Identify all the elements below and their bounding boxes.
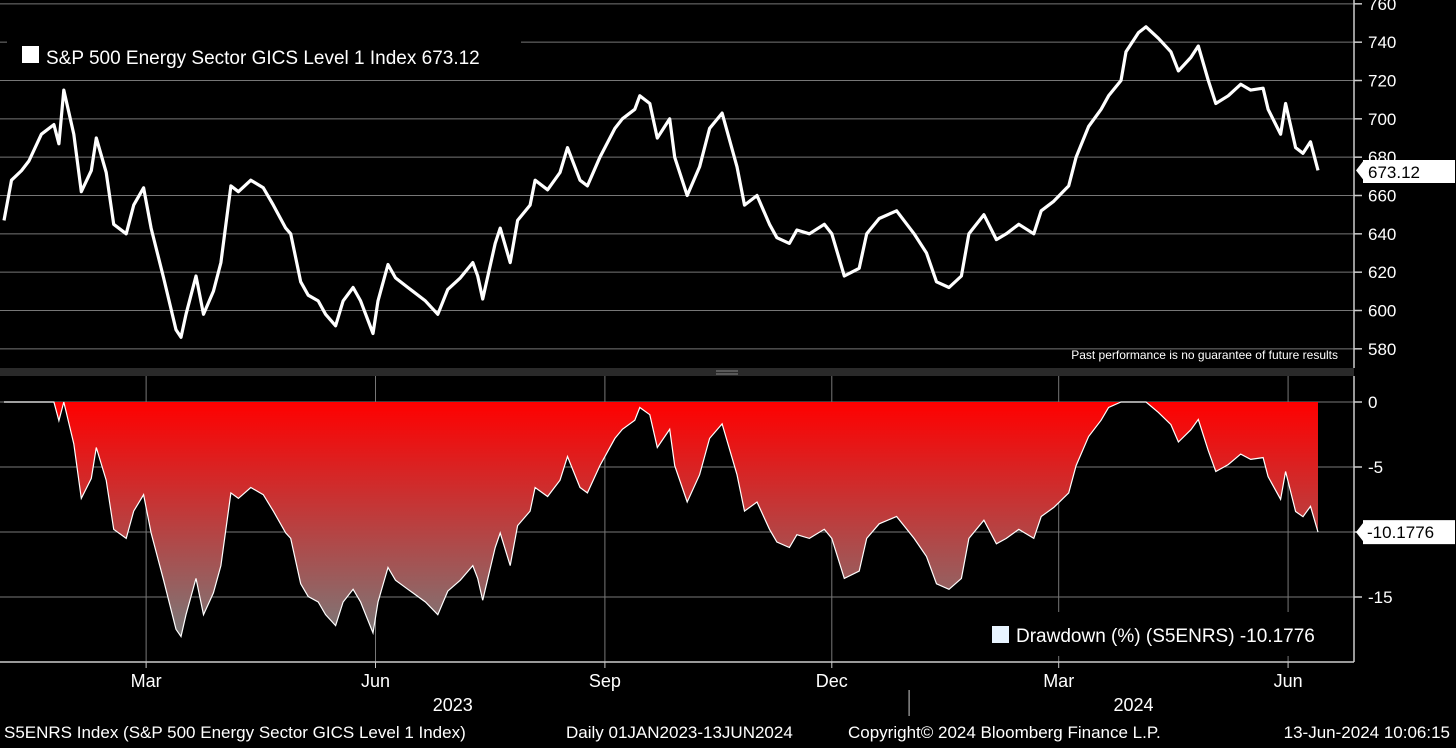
drawdown-tick-label: -5 [1368, 458, 1383, 477]
price-tick-label: 580 [1368, 340, 1396, 359]
drawdown-legend-swatch [992, 626, 1009, 643]
drawdown-panel: 0 -5 -15 -10.1776 Drawdown (%) (S5ENRS) -1… [0, 376, 1455, 662]
price-tick-label: 640 [1368, 225, 1396, 244]
price-tick-label: 740 [1368, 33, 1396, 52]
footer-copyright: Copyright© 2024 Bloomberg Finance L.P. [848, 723, 1161, 742]
drawdown-tick-label: 0 [1368, 393, 1377, 412]
drawdown-last-value-pointer [1356, 523, 1363, 542]
panel-divider[interactable] [0, 368, 1354, 376]
drawdown-area [4, 402, 1318, 637]
price-last-value-pointer [1356, 161, 1363, 180]
price-legend-background [7, 38, 521, 76]
price-last-value-marker: 673.12 [1356, 160, 1455, 183]
drawdown-legend: Drawdown (%) (S5ENRS) -10.1776 [978, 612, 1346, 656]
price-tick-label: 720 [1368, 72, 1396, 91]
month-label: Jun [361, 671, 390, 691]
footer-range: Daily 01JAN2023-13JUN2024 [566, 723, 793, 742]
price-tick-label: 700 [1368, 110, 1396, 129]
price-last-value-box [1363, 160, 1455, 183]
price-tick-label: 760 [1368, 0, 1396, 14]
price-tick-label: 620 [1368, 263, 1396, 282]
drawdown-tick-label: -15 [1368, 588, 1393, 607]
month-label: Jun [1274, 671, 1303, 691]
drawdown-legend-background [978, 612, 1346, 656]
footer-timestamp: 13-Jun-2024 10:06:15 [1284, 723, 1450, 742]
price-tick-label: 660 [1368, 187, 1396, 206]
footer: S5ENRS Index (S&P 500 Energy Sector GICS… [4, 723, 1450, 742]
month-label: Sep [589, 671, 621, 691]
drawdown-last-value-box [1363, 520, 1455, 545]
time-axis: Mar Jun Sep Dec Mar Jun 2023 2024 [0, 661, 1354, 716]
month-label: Mar [131, 671, 162, 691]
price-legend-swatch [22, 46, 39, 63]
price-tick-label: 600 [1368, 302, 1396, 321]
month-label: Dec [816, 671, 848, 691]
disclaimer: Past performance is no guarantee of futu… [1071, 348, 1338, 362]
price-legend-label: S&P 500 Energy Sector GICS Level 1 Index… [46, 48, 480, 69]
footer-security: S5ENRS Index (S&P 500 Energy Sector GICS… [4, 723, 466, 742]
price-line [2, 25, 1320, 339]
drawdown-last-value-marker: -10.1776 [1356, 520, 1455, 545]
drawdown-axis: 0 -5 -15 [1353, 376, 1393, 662]
drawdown-last-value: -10.1776 [1367, 523, 1434, 542]
year-label: 2024 [1113, 695, 1153, 715]
drawdown-line [4, 401, 1319, 638]
month-label: Mar [1043, 671, 1074, 691]
drawdown-legend-label: Drawdown (%) (S5ENRS) -10.1776 [1016, 626, 1315, 647]
price-legend: S&P 500 Energy Sector GICS Level 1 Index… [7, 38, 521, 76]
year-label: 2023 [433, 695, 473, 715]
price-last-value: 673.12 [1368, 163, 1420, 182]
